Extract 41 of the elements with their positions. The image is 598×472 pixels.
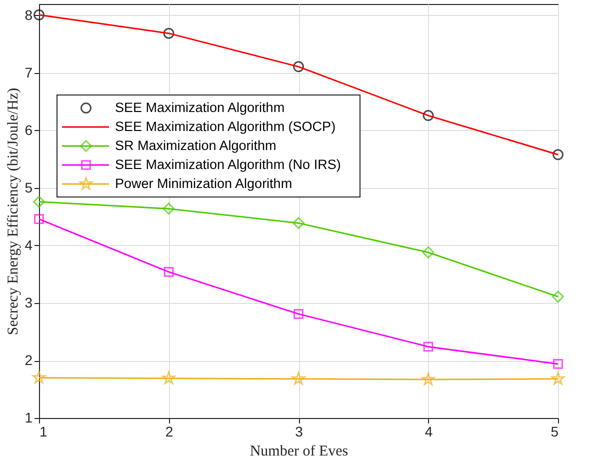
x-tick-label: 2: [165, 424, 174, 440]
point: [552, 290, 564, 303]
y-tick-label: 7: [24, 64, 33, 80]
legend-label: SR Maximization Algorithm: [115, 138, 276, 153]
point: [292, 217, 304, 230]
point: [162, 371, 176, 384]
point: [164, 267, 174, 277]
y-tick-label: 2: [24, 352, 33, 368]
point: [32, 370, 46, 384]
point: [552, 149, 564, 160]
y-axis-title: Secrecy Energy Efficiency (bit/Joule/Hz): [6, 88, 22, 336]
point: [422, 246, 434, 258]
y-tick-label: 4: [24, 237, 33, 253]
point: [293, 61, 304, 72]
point: [551, 372, 565, 385]
x-tick-label: 4: [424, 424, 433, 440]
point: [422, 110, 434, 122]
point: [162, 202, 175, 215]
point: [553, 359, 563, 369]
y-tick-label: 6: [24, 122, 33, 138]
y-tick-label: 8: [24, 7, 33, 23]
legend-label: SEE Maximization Algorithm (No IRS): [115, 157, 341, 172]
legend-label: Power Minimization Algorithm: [115, 176, 292, 191]
point: [422, 372, 435, 386]
y-tick-label: 3: [24, 294, 33, 310]
point: [292, 372, 306, 385]
y-tick-label: 1: [24, 410, 33, 426]
x-tick-label: 1: [40, 424, 48, 440]
x-tick-label: 3: [295, 424, 304, 440]
point: [423, 342, 434, 352]
point: [34, 214, 44, 224]
legend-label: SEE Maximization Algorithm: [115, 100, 285, 115]
point: [163, 28, 174, 39]
line-series: [38, 14, 559, 156]
point: [34, 9, 44, 20]
x-tick-label: 5: [550, 424, 559, 440]
x-axis-title: Number of Eves: [250, 444, 348, 460]
y-tick-label: 5: [24, 180, 33, 196]
legend-label: SEE Maximization Algorithm (SOCP): [115, 119, 336, 134]
point: [33, 196, 45, 208]
point: [294, 308, 304, 319]
